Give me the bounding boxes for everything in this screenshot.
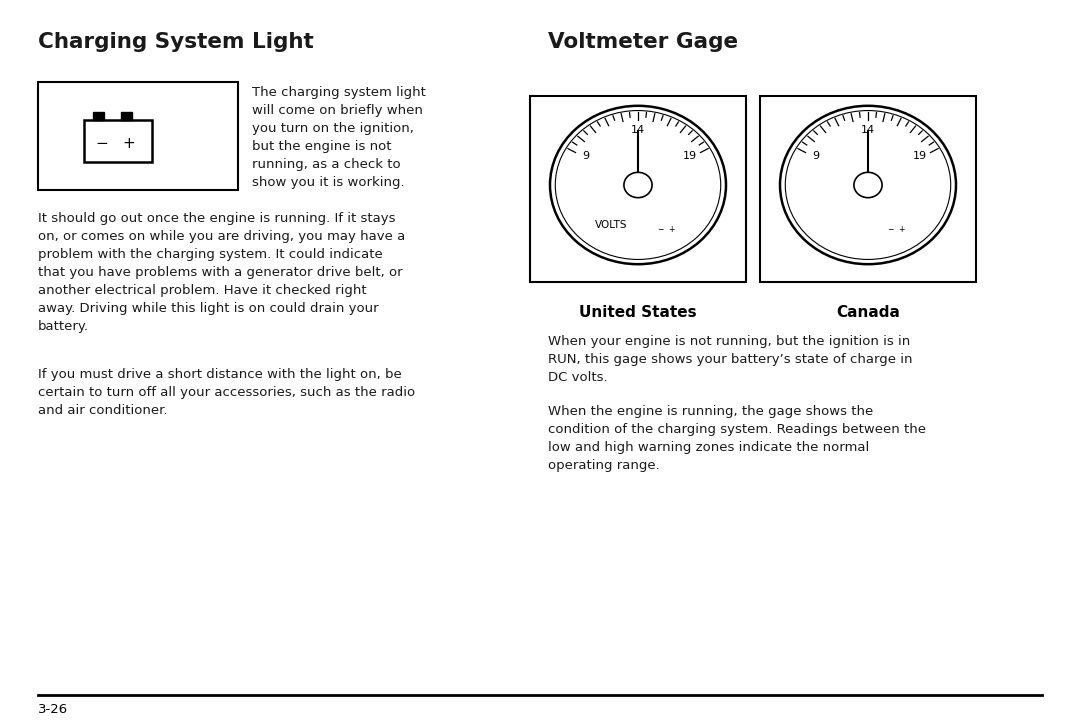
Ellipse shape bbox=[780, 106, 956, 264]
Text: VOLTS: VOLTS bbox=[595, 220, 627, 230]
Text: 9: 9 bbox=[812, 150, 820, 161]
Text: United States: United States bbox=[579, 305, 697, 320]
Bar bbox=[667, 218, 673, 222]
Text: +: + bbox=[667, 225, 674, 234]
Text: 19: 19 bbox=[914, 150, 928, 161]
Text: When your engine is not running, but the ignition is in
RUN, this gage shows you: When your engine is not running, but the… bbox=[548, 335, 913, 384]
Text: +: + bbox=[122, 136, 135, 151]
Text: Charging System Light: Charging System Light bbox=[38, 32, 314, 52]
Bar bbox=[653, 222, 678, 237]
Text: +: + bbox=[897, 225, 904, 234]
Text: −: − bbox=[888, 225, 894, 234]
Ellipse shape bbox=[624, 172, 652, 198]
Bar bbox=[658, 218, 663, 222]
Text: When the engine is running, the gage shows the
condition of the charging system.: When the engine is running, the gage sho… bbox=[548, 405, 926, 472]
Text: 9: 9 bbox=[582, 150, 590, 161]
Ellipse shape bbox=[550, 106, 726, 264]
Text: If you must drive a short distance with the light on, be
certain to turn off all: If you must drive a short distance with … bbox=[38, 368, 415, 417]
Text: Canada: Canada bbox=[836, 305, 900, 320]
Text: The charging system light
will come on briefly when
you turn on the ignition,
bu: The charging system light will come on b… bbox=[252, 86, 426, 189]
Text: Voltmeter Gage: Voltmeter Gage bbox=[548, 32, 738, 52]
Bar bbox=[121, 112, 132, 120]
Bar bbox=[94, 112, 105, 120]
Text: 19: 19 bbox=[684, 150, 698, 161]
Text: 14: 14 bbox=[631, 125, 645, 135]
Text: −: − bbox=[658, 225, 664, 234]
Bar bbox=[530, 96, 746, 282]
Bar bbox=[84, 120, 152, 163]
Text: −: − bbox=[95, 136, 108, 151]
Bar bbox=[888, 218, 893, 222]
Text: 14: 14 bbox=[861, 125, 875, 135]
Text: It should go out once the engine is running. If it stays
on, or comes on while y: It should go out once the engine is runn… bbox=[38, 212, 405, 333]
Bar bbox=[760, 96, 976, 282]
Bar bbox=[897, 218, 903, 222]
Text: 3-26: 3-26 bbox=[38, 703, 68, 716]
Bar bbox=[883, 222, 908, 237]
Ellipse shape bbox=[854, 172, 882, 198]
Bar bbox=[38, 82, 238, 190]
